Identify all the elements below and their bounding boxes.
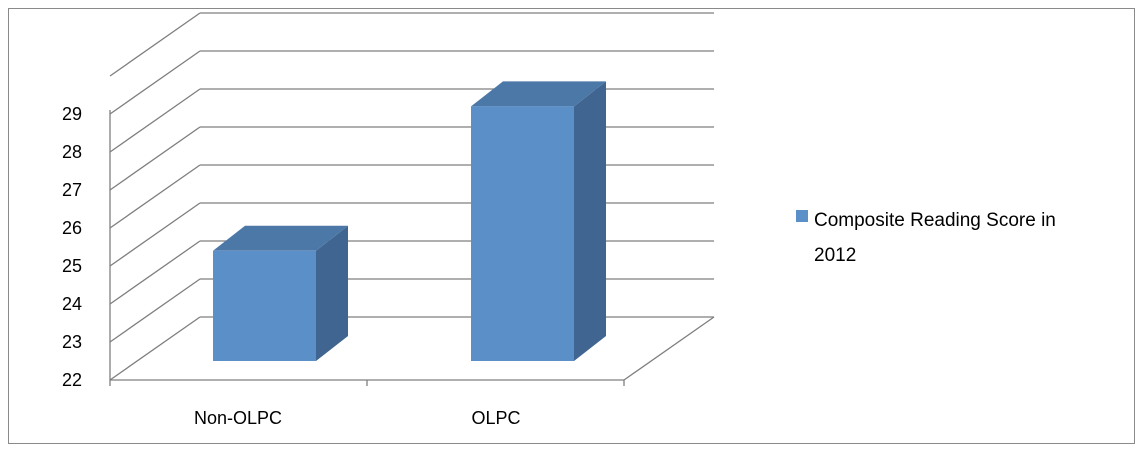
x-category-label: OLPC	[471, 408, 520, 428]
y-tick-label: 27	[62, 180, 82, 200]
y-tick-label: 25	[62, 256, 82, 276]
side-wall-gridline	[109, 164, 201, 229]
bar-front-face	[471, 106, 574, 362]
bar-side-face	[574, 81, 606, 362]
legend-label-line1: Composite Reading Score in	[814, 210, 1056, 231]
side-wall-gridline	[109, 202, 201, 267]
bars-layer	[213, 81, 606, 362]
floor-right-edge	[623, 316, 715, 381]
y-tick-label: 23	[62, 332, 82, 352]
bar-olpc	[471, 81, 606, 362]
x-category-label: Non-OLPC	[194, 408, 282, 428]
legend: Composite Reading Score in 2012	[796, 210, 1056, 266]
y-tick-label: 24	[62, 294, 82, 314]
side-wall-gridline	[109, 126, 201, 191]
y-tick-label: 22	[62, 370, 82, 390]
bar-top-face	[213, 225, 348, 251]
side-wall-gridline	[109, 240, 201, 305]
axis-layer	[109, 110, 625, 386]
labels-layer: 22 23 24 25 26 27 28 29 Non-OLPC OLPC	[62, 104, 521, 428]
legend-swatch	[796, 210, 808, 222]
y-tick-label: 29	[62, 104, 82, 124]
bar-non-olpc	[213, 225, 348, 361]
bar-top-face	[471, 81, 606, 107]
side-wall-gridline	[109, 316, 201, 381]
bar-side-face	[316, 225, 348, 361]
y-tick-label: 28	[62, 142, 82, 162]
side-wall-gridline	[109, 88, 201, 153]
side-wall-gridline	[109, 278, 201, 343]
grid-layer	[109, 12, 715, 381]
legend-label-line2: 2012	[814, 245, 856, 266]
bar-front-face	[213, 250, 316, 361]
y-tick-label: 26	[62, 218, 82, 238]
side-wall-gridline	[109, 50, 201, 115]
side-wall-gridline	[109, 12, 201, 77]
